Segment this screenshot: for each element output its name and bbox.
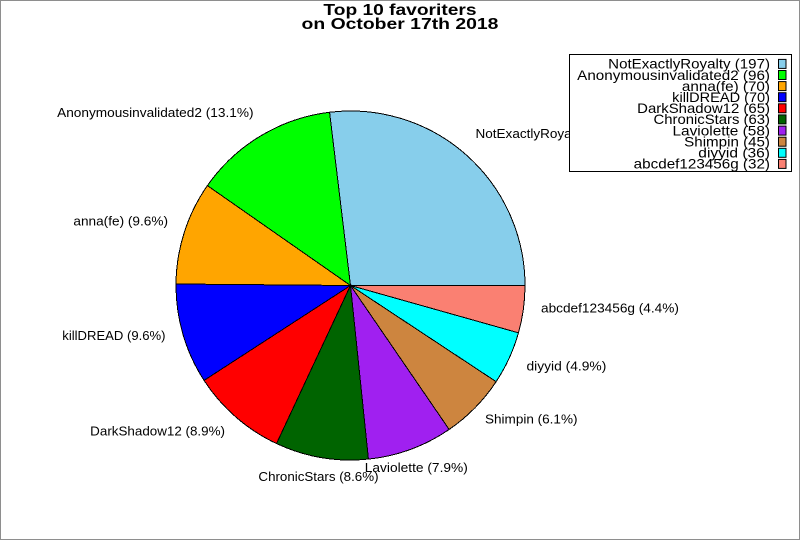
svg-text:DarkShadow12 (8.9%): DarkShadow12 (8.9%): [90, 424, 225, 438]
svg-text:abcdef123456g (32): abcdef123456g (32): [634, 156, 770, 172]
svg-text:DarkShadow12 (65): DarkShadow12 (65): [637, 100, 770, 116]
svg-text:Laviolette (7.9%): Laviolette (7.9%): [365, 461, 468, 475]
svg-text:Top 10 favoriters: Top 10 favoriters: [323, 2, 476, 19]
svg-text:anna(fe) (9.6%): anna(fe) (9.6%): [73, 215, 168, 229]
svg-text:Shimpin (45): Shimpin (45): [684, 134, 770, 150]
svg-text:Laviolette (58): Laviolette (58): [673, 122, 771, 138]
svg-text:Anonymousinvalidated2 (96): Anonymousinvalidated2 (96): [577, 67, 770, 83]
svg-text:killDREAD (70): killDREAD (70): [672, 89, 770, 105]
svg-text:ChronicStars (63): ChronicStars (63): [654, 111, 771, 127]
svg-text:on October 17th 2018: on October 17th 2018: [302, 16, 499, 33]
svg-text:abcdef123456g (4.4%): abcdef123456g (4.4%): [541, 301, 679, 315]
svg-text:anna(fe) (70): anna(fe) (70): [682, 78, 770, 94]
svg-text:diyyid (36): diyyid (36): [698, 145, 770, 161]
svg-text:Shimpin (6.1%): Shimpin (6.1%): [485, 413, 578, 427]
svg-text:killDREAD (9.6%): killDREAD (9.6%): [62, 329, 165, 343]
svg-text:ChronicStars (8.6%): ChronicStars (8.6%): [258, 470, 378, 484]
svg-text:NotExactlyRoyalty (197): NotExactlyRoyalty (197): [608, 56, 770, 72]
svg-text:Anonymousinvalidated2 (13.1%): Anonymousinvalidated2 (13.1%): [57, 106, 253, 120]
svg-text:diyyid (4.9%): diyyid (4.9%): [527, 359, 607, 373]
